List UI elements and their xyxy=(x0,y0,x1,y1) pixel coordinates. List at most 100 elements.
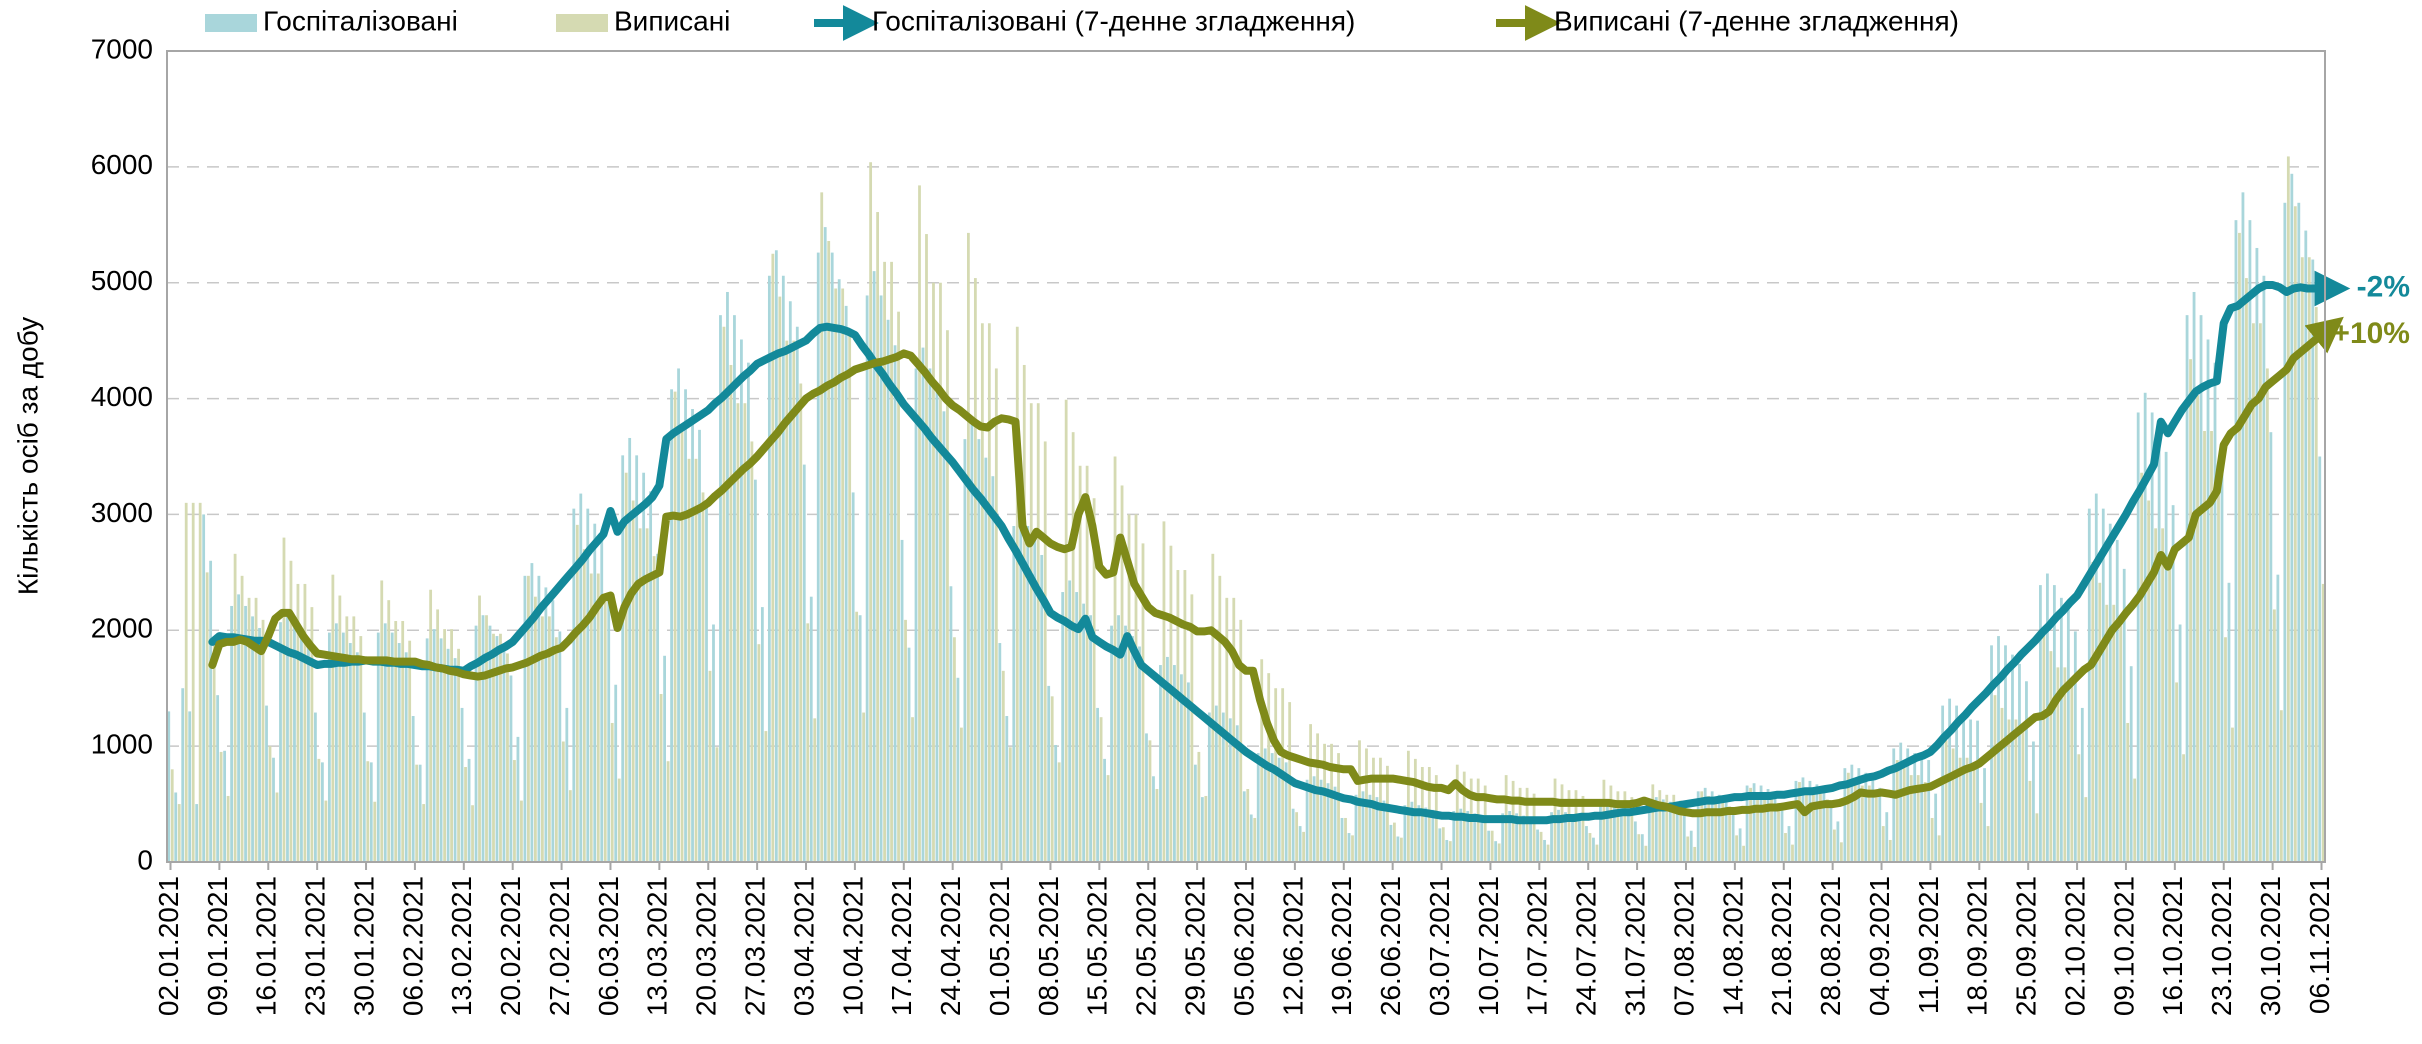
bar xyxy=(610,722,614,862)
bar xyxy=(652,556,656,862)
bar xyxy=(1120,485,1124,862)
bar xyxy=(774,250,778,862)
bar xyxy=(2318,456,2322,862)
bar xyxy=(195,804,199,862)
bar xyxy=(327,632,331,862)
bar xyxy=(1724,797,1728,862)
bar xyxy=(289,560,293,862)
bar xyxy=(582,549,586,862)
bar xyxy=(781,275,785,863)
bar xyxy=(167,711,171,862)
bar xyxy=(307,643,310,862)
bar xyxy=(1853,778,1857,862)
bar xyxy=(1906,748,1910,862)
bar xyxy=(670,389,673,862)
bar xyxy=(788,301,792,862)
bar xyxy=(1857,768,1861,862)
bar xyxy=(1749,787,1752,862)
bar xyxy=(2150,412,2154,862)
bar xyxy=(275,792,279,862)
bar xyxy=(1337,753,1340,862)
bar xyxy=(813,718,817,862)
bar xyxy=(1661,799,1665,862)
bar xyxy=(991,476,995,862)
bar xyxy=(953,637,956,862)
bar xyxy=(2059,597,2063,862)
x-tick-label: 03.07.2021 xyxy=(1424,876,1455,1016)
bar xyxy=(970,420,974,862)
bar xyxy=(2213,362,2217,862)
bar xyxy=(1145,733,1148,862)
bar xyxy=(1972,765,1976,862)
bar xyxy=(638,528,642,862)
bar xyxy=(1319,779,1323,862)
lines xyxy=(208,270,2351,825)
bar xyxy=(949,586,953,862)
bar xyxy=(240,575,244,862)
bar xyxy=(1270,753,1274,862)
bar xyxy=(1909,775,1913,862)
x-tick-label: 16.01.2021 xyxy=(251,876,282,1016)
bar xyxy=(876,212,880,862)
bar xyxy=(205,572,209,862)
bar xyxy=(1930,817,1934,862)
bar xyxy=(2272,609,2276,862)
bar xyxy=(2203,431,2206,862)
bar xyxy=(1703,787,1707,862)
x-tick-label: 02.10.2021 xyxy=(2059,876,2090,1016)
bar xyxy=(223,750,227,862)
bar xyxy=(1138,646,1141,862)
bar xyxy=(471,805,474,862)
bar xyxy=(942,411,946,862)
bar xyxy=(1218,575,1222,862)
bar xyxy=(1148,740,1152,862)
bar xyxy=(397,643,401,862)
legend-label: Виписані (7-денне згладження) xyxy=(1554,5,1959,36)
bar xyxy=(1920,757,1924,862)
bar xyxy=(1159,665,1162,862)
bar xyxy=(1546,844,1550,862)
bar xyxy=(932,282,935,862)
x-tick-label: 24.04.2021 xyxy=(935,876,966,1016)
bar xyxy=(1801,777,1805,862)
y-tick-label: 1000 xyxy=(91,729,153,760)
bar xyxy=(177,804,181,862)
x-tick-label: 14.08.2021 xyxy=(1717,876,1748,1016)
bar xyxy=(2286,156,2290,862)
bar xyxy=(1738,828,1742,862)
bar xyxy=(1312,776,1316,862)
bar xyxy=(663,655,666,862)
bar xyxy=(771,253,775,862)
bar xyxy=(2052,585,2056,862)
bar xyxy=(673,391,677,862)
bar xyxy=(1916,775,1920,862)
bar xyxy=(1686,836,1690,862)
bar xyxy=(1784,833,1787,862)
bar xyxy=(2098,582,2102,862)
bar xyxy=(1717,794,1721,862)
bar xyxy=(767,275,771,863)
bar xyxy=(191,502,195,862)
bar xyxy=(966,232,970,862)
bar xyxy=(1448,841,1452,862)
bar xyxy=(816,252,820,862)
bar xyxy=(823,227,827,863)
bar xyxy=(1197,751,1201,862)
x-tick-label: 22.05.2021 xyxy=(1131,876,1162,1016)
bar xyxy=(387,600,391,862)
bar xyxy=(530,563,534,862)
bar xyxy=(1106,775,1110,862)
bar xyxy=(551,600,555,862)
legend-label: Госпіталізовані (7-денне згладження) xyxy=(872,5,1355,36)
bar xyxy=(1089,615,1093,862)
bar xyxy=(890,261,893,862)
bar xyxy=(366,761,370,862)
bar xyxy=(1860,785,1864,862)
bar xyxy=(1658,790,1662,862)
bar xyxy=(1969,719,1972,862)
x-tick-label: 20.02.2021 xyxy=(495,876,526,1016)
bar xyxy=(2087,508,2091,862)
bar xyxy=(1214,705,1218,862)
bar xyxy=(2007,719,2011,862)
bar xyxy=(1619,808,1623,862)
